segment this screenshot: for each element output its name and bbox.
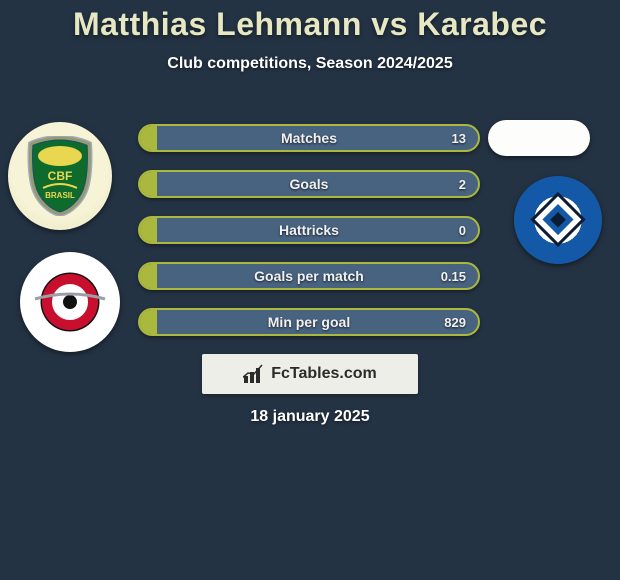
bar-label: Goals per match: [140, 264, 478, 288]
stat-bar-mpg: Min per goal 829: [138, 308, 480, 336]
bars-icon: [243, 364, 265, 384]
bar-label: Hattricks: [140, 218, 478, 242]
blank-pill-badge-icon: [488, 120, 590, 156]
bar-label: Matches: [140, 126, 478, 150]
fctables-watermark: FcTables.com: [202, 354, 418, 394]
brazil-cbf-crest-icon: CBF BRASIL: [8, 122, 112, 230]
page-title: Matthias Lehmann vs Karabec: [0, 0, 620, 43]
bar-value-right: 2: [459, 172, 466, 196]
stat-bar-goals: Goals 2: [138, 170, 480, 198]
stat-bar-hattricks: Hattricks 0: [138, 216, 480, 244]
svg-text:CBF: CBF: [48, 169, 73, 183]
bar-value-right: 13: [452, 126, 466, 150]
date-text: 18 january 2025: [0, 408, 620, 426]
hsv-diamond-crest-icon: [514, 176, 602, 264]
bar-label: Min per goal: [140, 310, 478, 334]
svg-text:BRASIL: BRASIL: [45, 191, 75, 200]
bar-label: Goals: [140, 172, 478, 196]
bar-value-right: 0: [459, 218, 466, 242]
stat-bars: Matches 13 Goals 2 Hattricks 0 Goals per…: [138, 124, 480, 354]
bar-value-right: 829: [444, 310, 466, 334]
watermark-text: FcTables.com: [271, 365, 377, 383]
stat-bar-gpm: Goals per match 0.15: [138, 262, 480, 290]
hurricanes-logo-icon: [20, 252, 120, 352]
subtitle: Club competitions, Season 2024/2025: [0, 55, 620, 73]
stat-bar-matches: Matches 13: [138, 124, 480, 152]
bar-value-right: 0.15: [441, 264, 466, 288]
comparison-card: Matthias Lehmann vs Karabec Club competi…: [0, 0, 620, 580]
